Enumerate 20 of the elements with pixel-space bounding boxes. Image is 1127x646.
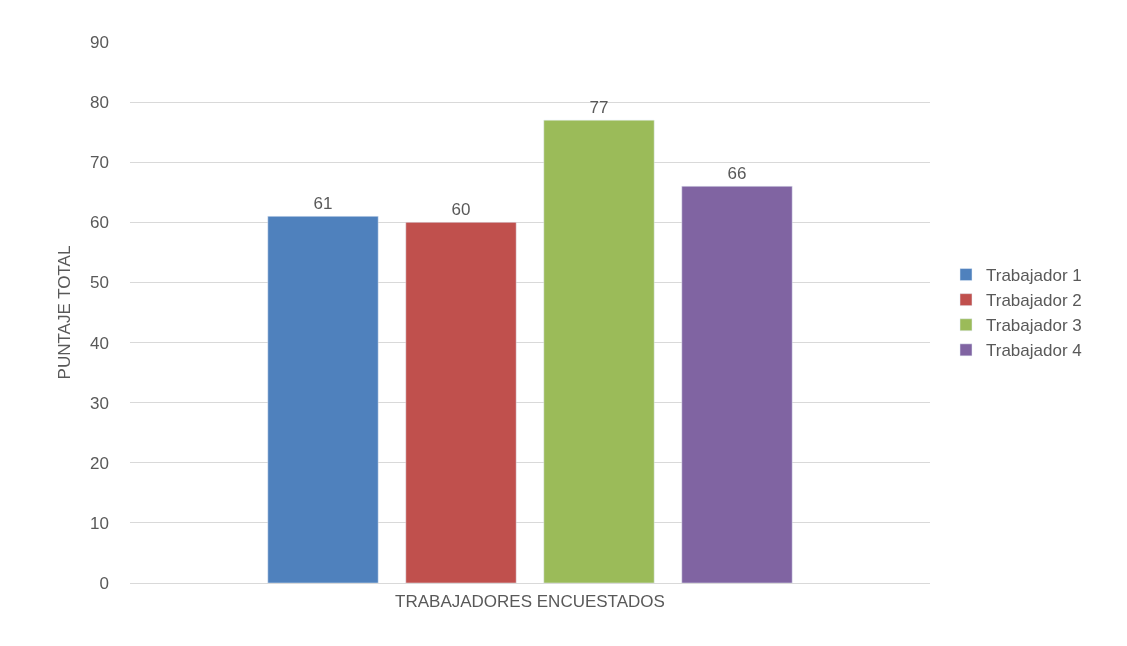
- legend-label: Trabajador 1: [986, 266, 1082, 286]
- y-tick-label: 0: [99, 573, 109, 593]
- data-label: 61: [313, 194, 333, 214]
- y-tick-label: 60: [90, 213, 109, 233]
- data-label: 66: [727, 164, 747, 184]
- data-label: 60: [451, 200, 471, 220]
- y-tick-label: 80: [90, 93, 109, 113]
- x-axis-title: TRABAJADORES ENCUESTADOS: [395, 591, 665, 611]
- data-label: 77: [589, 98, 609, 118]
- y-tick-label: 70: [90, 153, 109, 173]
- y-tick-label: 40: [90, 333, 109, 353]
- legend-label: Trabajador 3: [986, 316, 1082, 336]
- y-tick-label: 30: [90, 393, 109, 413]
- y-axis-title: PUNTAJE TOTAL: [54, 245, 74, 380]
- y-tick-label: 50: [90, 273, 109, 293]
- y-tick-label: 20: [90, 453, 109, 473]
- y-tick-label: 90: [90, 32, 109, 52]
- legend-label: Trabajador 4: [986, 341, 1082, 361]
- y-tick-label: 10: [90, 513, 109, 533]
- legend-label: Trabajador 2: [986, 291, 1082, 311]
